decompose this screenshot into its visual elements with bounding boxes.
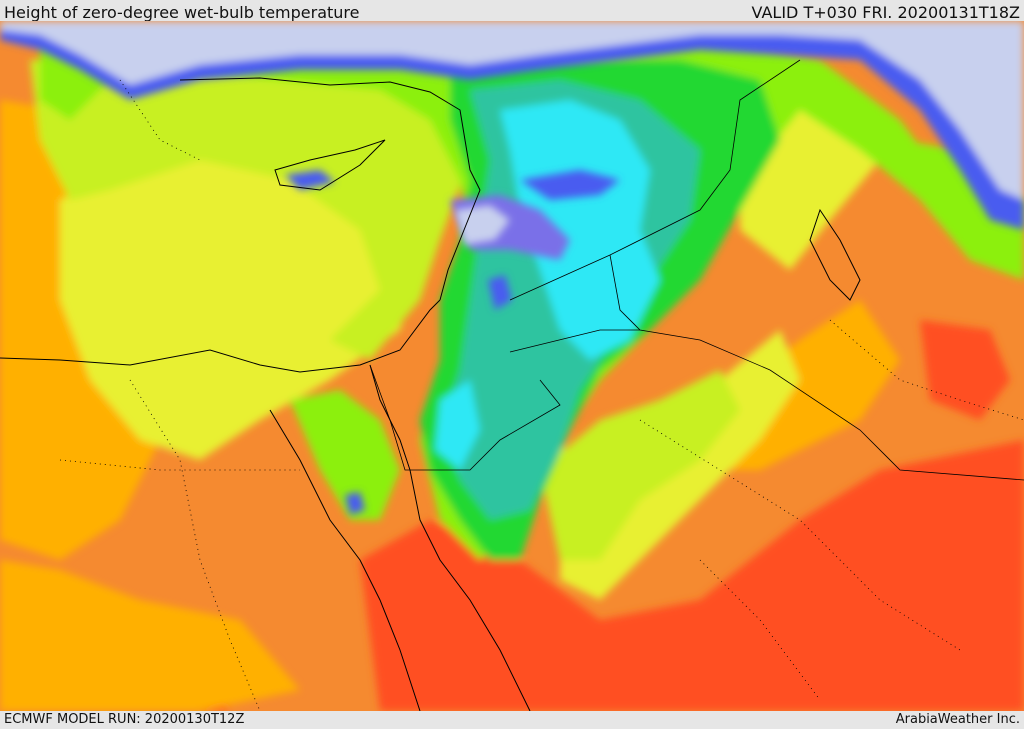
blue-band-north <box>0 21 1024 230</box>
red-sea-west-coast <box>269 409 421 711</box>
model-run: ECMWF MODEL RUN: 20200130T12Z <box>4 712 245 727</box>
wet-bulb-map <box>0 21 1024 711</box>
red-orange-zone-arabia <box>360 440 1024 711</box>
egypt-coastline <box>0 299 441 373</box>
border-egypt-libya <box>369 364 561 471</box>
border-syria-iraq <box>509 59 801 301</box>
turkey-coastline <box>179 77 481 191</box>
lowest-zone-lebanon <box>455 205 510 245</box>
red-sea-east-coast <box>409 469 531 711</box>
blue-core-small-1 <box>488 275 512 310</box>
orange-yellow-band-africa <box>0 560 300 711</box>
map-title: Height of zero-degree wet-bulb temperatu… <box>4 3 360 22</box>
lowest-zone-north <box>0 21 1024 200</box>
light-green-zone-sinai <box>290 390 400 520</box>
yellow-green-zone-med <box>30 60 470 360</box>
border-saudi-jordan <box>509 329 640 353</box>
valid-time: VALID T+030 FRI. 20200131T18Z <box>751 3 1020 22</box>
header-bar: Height of zero-degree wet-bulb temperatu… <box>0 0 1024 22</box>
footer-bar: ECMWF MODEL RUN: 20200130T12Z ArabiaWeat… <box>0 711 1024 729</box>
provincial-borders <box>59 79 1024 711</box>
cyan-zone-south <box>435 380 480 470</box>
yellow-green-zone-arabia <box>540 370 740 560</box>
cyprus-coast <box>274 139 386 191</box>
levant-coastline <box>439 189 481 301</box>
red-orange-zone-east <box>920 320 1010 420</box>
blue-core-mountains <box>520 170 620 200</box>
blue-core-cyprus <box>285 170 335 190</box>
dotted-border-2 <box>59 459 300 471</box>
credit-label: ArabiaWeather Inc. <box>895 712 1020 727</box>
borders <box>369 59 1024 481</box>
cyan-zone-syria <box>500 100 660 360</box>
yellow-zone-sahara <box>60 150 420 460</box>
blue-core-small-2 <box>345 492 365 515</box>
border-jordan <box>609 254 1024 481</box>
coastlines <box>0 77 861 711</box>
gulf-coast <box>809 208 861 301</box>
